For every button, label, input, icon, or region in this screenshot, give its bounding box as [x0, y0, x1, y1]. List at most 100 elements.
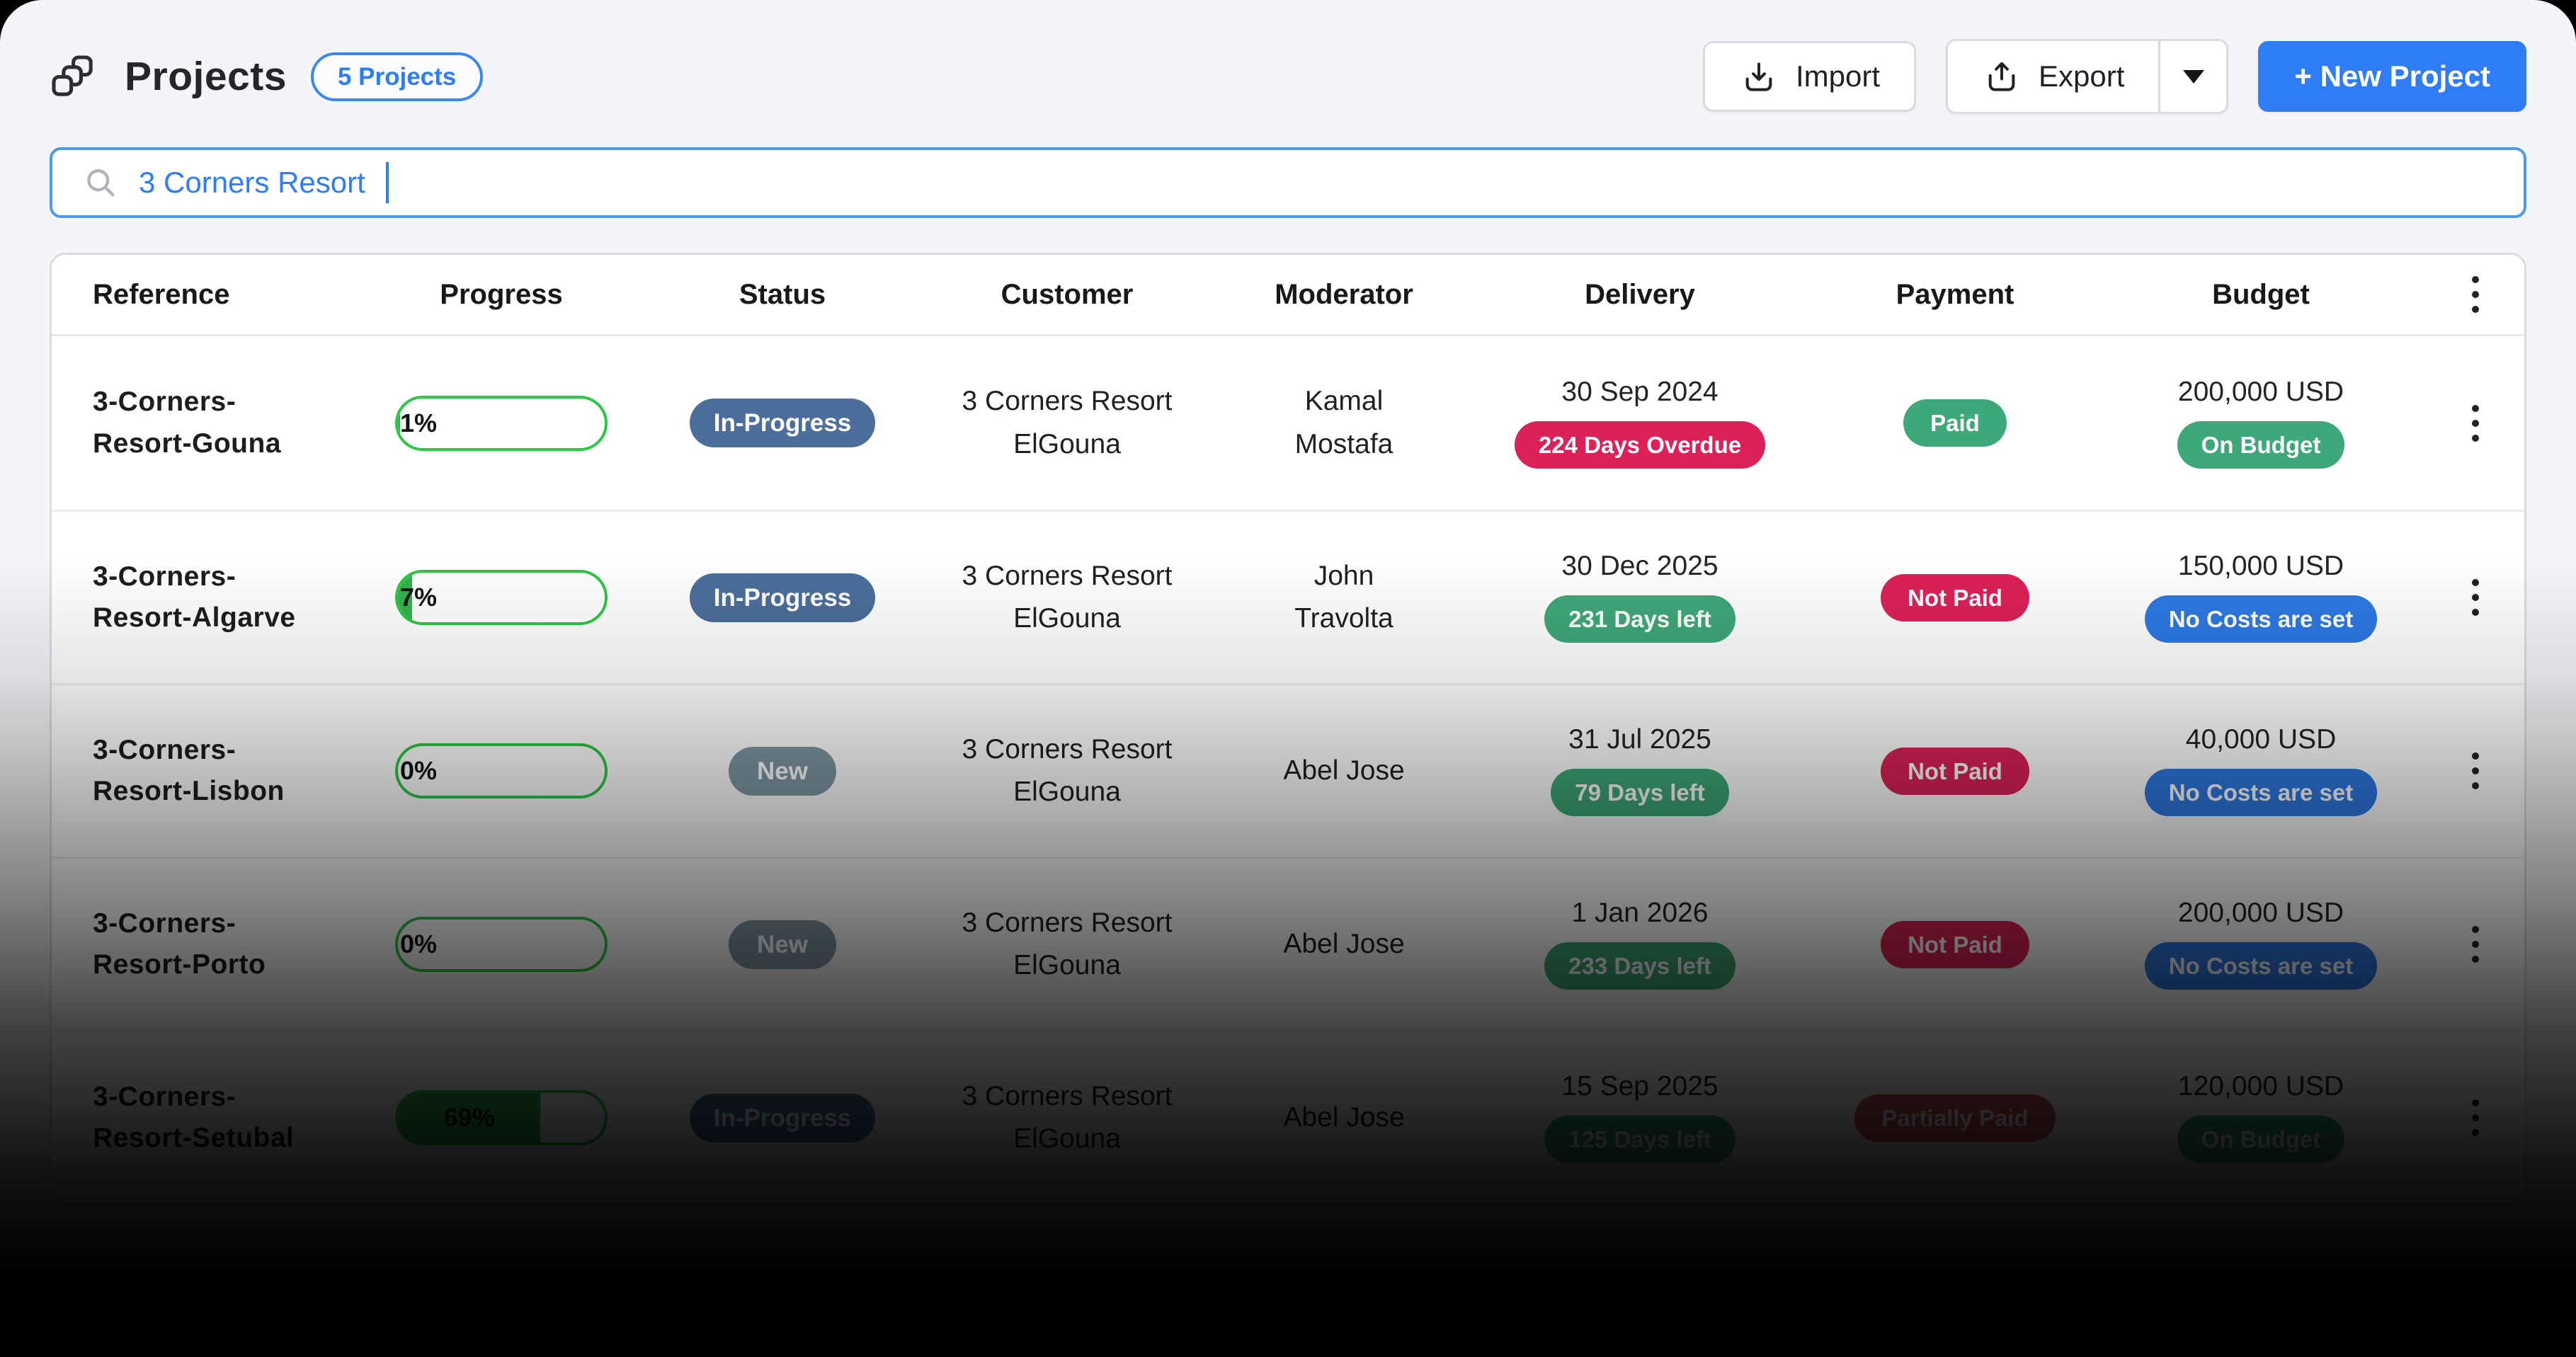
row-menu-cell [2434, 743, 2517, 799]
search-input[interactable]: 3 Corners Resort [50, 147, 2526, 218]
reference-cell: 3-Corners-Resort-Algarve [93, 556, 342, 639]
row-menu-cell [2434, 916, 2517, 973]
budget-badge: No Costs are set [2144, 769, 2378, 816]
budget-amount: 150,000 USD [2177, 551, 2344, 581]
customer-name: 3 Corners Resort ElGouna [962, 907, 1173, 980]
status-cell: In-Progress [661, 399, 904, 447]
table-row[interactable]: 3-Corners-Resort-Lisbon 0% New 3 Corners Re… [52, 683, 2524, 857]
customer-name: 3 Corners Resort ElGouna [962, 733, 1173, 807]
status-cell: In-Progress [661, 1093, 904, 1143]
payment-badge: Not Paid [1881, 920, 2029, 968]
export-label: Export [2039, 59, 2125, 93]
payment-cell: Not Paid [1822, 920, 2088, 968]
reference-cell: 3-Corners-Resort-Lisbon [93, 730, 342, 813]
export-button[interactable]: Export [1948, 41, 2159, 112]
moderator-name: John Travolta [1294, 560, 1394, 634]
title-group: Projects 5 Projects [50, 51, 484, 102]
delivery-cell: 31 Jul 2025 79 Days left [1458, 726, 1822, 816]
delivery-badge: 233 Days left [1544, 942, 1736, 990]
progress-label: 69% [443, 1103, 495, 1132]
page-title: Projects [125, 54, 287, 99]
project-reference: 3-Corners-Resort-Porto [93, 907, 266, 980]
delivery-badge: 79 Days left [1551, 769, 1729, 816]
export-split-button: Export [1946, 39, 2229, 114]
status-badge: In-Progress [689, 1093, 876, 1143]
column-header-progress: Progress [440, 278, 563, 310]
progress-bar: 0% [395, 917, 608, 972]
delivery-date: 1 Jan 2026 [1571, 898, 1709, 928]
table-menu-button[interactable] [2462, 266, 2489, 323]
moderator-cell: Kamal Mostafa [1230, 380, 1458, 466]
row-menu-button[interactable] [2462, 395, 2489, 452]
progress-label: 1% [400, 408, 438, 437]
row-menu-cell [2434, 569, 2517, 626]
reference-cell: 3-Corners-Resort-Setubal [93, 1077, 342, 1160]
row-menu-button[interactable] [2462, 743, 2489, 799]
customer-cell: 3 Corners Resort ElGouna [904, 902, 1230, 987]
export-options-button[interactable] [2158, 41, 2227, 112]
project-reference: 3-Corners-Resort-Lisbon [93, 734, 285, 807]
new-project-label: + New Project [2294, 59, 2490, 93]
payment-badge: Partially Paid [1854, 1094, 2056, 1142]
reference-cell: 3-Corners-Resort-Porto [93, 903, 342, 986]
import-button[interactable]: Import [1702, 41, 1916, 112]
progress-cell: 69% [342, 1090, 661, 1145]
progress-cell: 7% [342, 570, 661, 625]
delivery-cell: 15 Sep 2025 125 Days left [1458, 1072, 1822, 1163]
progress-cell: 0% [342, 917, 661, 972]
delivery-date: 15 Sep 2025 [1561, 1071, 1719, 1101]
row-menu-button[interactable] [2462, 569, 2489, 626]
row-menu-button[interactable] [2462, 1089, 2489, 1146]
table-row[interactable]: 3-Corners-Resort-Algarve 7% In-Progress 3 C… [52, 510, 2524, 683]
delivery-cell: 1 Jan 2026 233 Days left [1458, 899, 1822, 990]
import-icon [1745, 62, 1772, 91]
column-header-payment: Payment [1896, 278, 2014, 310]
column-header-status: Status [739, 278, 826, 310]
moderator-name: Abel Jose [1283, 755, 1405, 786]
table-row[interactable]: 3-Corners-Resort-Porto 0% New 3 Corners Res… [52, 857, 2524, 1030]
moderator-name: Kamal Mostafa [1294, 386, 1394, 459]
text-cursor [385, 162, 389, 203]
project-reference: 3-Corners-Resort-Algarve [93, 561, 296, 634]
progress-bar: 7% [395, 570, 608, 625]
delivery-cell: 30 Sep 2024 224 Days Overdue [1458, 378, 1822, 469]
budget-cell: 120,000 USD On Budget [2088, 1072, 2434, 1163]
column-header-budget: Budget [2212, 278, 2310, 310]
customer-cell: 3 Corners Resort ElGouna [904, 380, 1230, 466]
moderator-name: Abel Jose [1283, 928, 1405, 959]
projects-table: Reference Progress Status Customer Moder… [50, 253, 2526, 1206]
projects-count-badge: 5 Projects [310, 52, 484, 101]
row-menu-cell [2434, 395, 2517, 452]
customer-cell: 3 Corners Resort ElGouna [904, 555, 1230, 641]
header-actions: Import Export + New Project [1702, 39, 2526, 114]
payment-cell: Not Paid [1822, 747, 2088, 795]
project-reference: 3-Corners-Resort-Gouna [93, 387, 282, 459]
progress-cell: 0% [342, 743, 661, 798]
payment-badge: Not Paid [1881, 573, 2029, 622]
moderator-cell: John Travolta [1230, 555, 1458, 641]
table-row[interactable]: 3-Corners-Resort-Gouna 1% In-Progress 3 Cor… [52, 336, 2524, 510]
column-header-delivery: Delivery [1585, 278, 1695, 310]
delivery-date: 30 Dec 2025 [1561, 551, 1719, 581]
customer-name: 3 Corners Resort ElGouna [962, 386, 1173, 459]
moderator-cell: Abel Jose [1230, 750, 1458, 792]
budget-amount: 40,000 USD [2185, 724, 2337, 755]
reference-cell: 3-Corners-Resort-Gouna [93, 382, 342, 464]
moderator-cell: Abel Jose [1230, 1097, 1458, 1139]
chevron-down-icon [2182, 69, 2204, 84]
payment-cell: Partially Paid [1822, 1094, 2088, 1142]
column-header-customer: Customer [1001, 278, 1134, 310]
delivery-badge: 231 Days left [1544, 595, 1736, 643]
status-badge: New [729, 920, 836, 969]
moderator-name: Abel Jose [1283, 1101, 1405, 1133]
new-project-button[interactable]: + New Project [2258, 41, 2526, 112]
status-cell: New [661, 920, 904, 969]
budget-cell: 40,000 USD No Costs are set [2088, 726, 2434, 816]
column-header-moderator: Moderator [1275, 278, 1413, 310]
budget-badge: On Budget [2177, 420, 2345, 469]
table-row[interactable]: 3-Corners-Resort-Setubal 69% In-Progress 3 … [52, 1030, 2524, 1203]
table-body: 3-Corners-Resort-Gouna 1% In-Progress 3 Cor… [52, 336, 2524, 1203]
budget-badge: On Budget [2177, 1116, 2345, 1163]
payment-cell: Paid [1822, 399, 2088, 447]
row-menu-button[interactable] [2462, 916, 2489, 973]
